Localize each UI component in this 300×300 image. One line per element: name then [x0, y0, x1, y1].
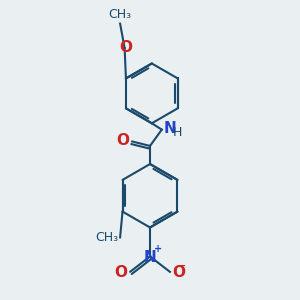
Text: CH₃: CH₃ [95, 231, 118, 244]
Text: N: N [144, 250, 156, 265]
Text: N: N [164, 121, 176, 136]
Text: −: − [177, 260, 186, 271]
Text: H: H [172, 126, 182, 139]
Text: +: + [154, 244, 162, 254]
Text: O: O [116, 133, 129, 148]
Text: O: O [172, 265, 186, 280]
Text: O: O [119, 40, 132, 55]
Text: O: O [114, 265, 128, 280]
Text: CH₃: CH₃ [109, 8, 132, 21]
